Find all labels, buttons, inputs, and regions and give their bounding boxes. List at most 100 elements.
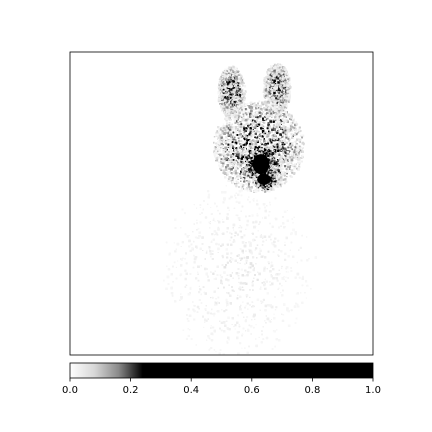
heat-pixel: [281, 85, 284, 88]
heat-pixel: [269, 81, 271, 83]
heat-pixel: [236, 86, 239, 89]
heat-pixel: [217, 92, 220, 95]
heat-pixel: [226, 101, 229, 104]
heat-pixel: [271, 71, 273, 73]
heat-pixel: [228, 95, 230, 97]
heat-pixel: [233, 80, 236, 83]
heat-pixel: [284, 68, 287, 71]
heat-pixel: [279, 94, 281, 96]
heat-pixel: [281, 101, 283, 103]
heat-pixel: [245, 134, 248, 137]
heat-pixel: [224, 91, 227, 94]
heat-pixel: [242, 77, 244, 79]
heat-pixel: [237, 87, 239, 89]
heat-pixel: [243, 98, 246, 101]
heat-pixel: [225, 95, 228, 97]
heat-pixel: [271, 68, 274, 71]
heat-pixel: [279, 104, 282, 107]
heat-pixel: [243, 85, 247, 88]
heat-pixel: [274, 109, 278, 112]
heat-pixel: [223, 101, 225, 103]
heat-pixel: [240, 74, 242, 75]
heat-pixel: [226, 80, 229, 83]
heat-pixel: [226, 67, 229, 70]
heat-pixel: [237, 75, 239, 77]
heat-pixel: [235, 68, 238, 71]
heat-pixel: [221, 77, 224, 80]
heat-pixel: [273, 99, 276, 101]
plot-background: [70, 52, 373, 355]
heat-pixel: [231, 66, 233, 68]
heat-pixel: [279, 104, 281, 106]
heat-pixel: [222, 92, 226, 96]
heat-pixel: [268, 84, 272, 87]
heat-pixel: [236, 84, 239, 86]
heat-pixel: [229, 93, 232, 96]
heat-pixel: [221, 79, 223, 82]
heat-pixel: [228, 67, 231, 70]
heat-pixel: [281, 79, 283, 82]
heat-pixel: [278, 68, 281, 70]
heat-pixel: [283, 93, 285, 95]
heat-pixel: [279, 79, 281, 82]
heat-pixel: [266, 96, 269, 99]
heat-pixel: [276, 74, 279, 77]
heat-pixel: [268, 98, 270, 100]
heat-pixel: [224, 72, 226, 74]
heat-pixel: [240, 104, 243, 108]
heat-pixel: [274, 81, 276, 83]
heat-pixel: [274, 75, 277, 78]
heat-pixel: [221, 84, 223, 87]
heat-pixel: [274, 64, 276, 66]
heat-pixel: [284, 92, 288, 95]
heat-pixel: [219, 78, 221, 80]
heat-pixel: [240, 79, 242, 81]
heat-pixel: [236, 93, 239, 96]
heat-pixel: [277, 100, 280, 103]
heat-pixel: [263, 97, 266, 99]
heat-pixel: [230, 99, 232, 101]
heat-pixel: [271, 100, 273, 103]
heat-pixel: [263, 143, 266, 146]
heat-pixel: [271, 108, 273, 110]
heat-pixel: [239, 90, 242, 93]
heat-pixel: [277, 74, 280, 77]
heat-pixel: [232, 66, 235, 69]
heat-pixel: [297, 154, 300, 157]
heat-pixel: [237, 89, 239, 92]
heat-pixel: [236, 73, 239, 75]
heat-pixel: [282, 108, 285, 111]
heat-pixel: [263, 110, 266, 113]
heat-pixel: [226, 108, 228, 110]
heat-pixel: [237, 109, 240, 111]
heat-pixel: [242, 101, 244, 103]
heat-pixel: [228, 80, 231, 84]
heat-pixel: [237, 82, 240, 84]
heat-pixel: [278, 91, 281, 94]
heat-pixel: [222, 86, 224, 88]
heat-pixel: [278, 77, 280, 79]
heat-pixel: [272, 87, 274, 89]
heat-pixel: [237, 76, 239, 78]
heat-pixel: [233, 96, 236, 99]
heat-pixel: [228, 70, 231, 73]
heat-pixel: [225, 77, 228, 80]
heat-pixel: [285, 77, 287, 79]
heat-pixel: [275, 82, 278, 85]
heat-pixel: [226, 85, 229, 88]
heat-pixel: [271, 78, 274, 81]
heat-pixel: [233, 104, 235, 106]
heat-pixel: [221, 88, 224, 91]
heat-pixel: [286, 89, 288, 92]
heat-pixel: [228, 91, 230, 93]
heat-pixel: [239, 105, 242, 108]
heat-pixel: [238, 88, 241, 91]
heat-pixel: [223, 94, 226, 97]
heat-pixel: [280, 84, 282, 86]
heat-pixel: [277, 102, 280, 105]
heat-pixel: [283, 85, 285, 87]
heat-pixel: [282, 103, 284, 105]
heat-pixel: [231, 107, 234, 110]
heat-pixel: [275, 97, 278, 100]
